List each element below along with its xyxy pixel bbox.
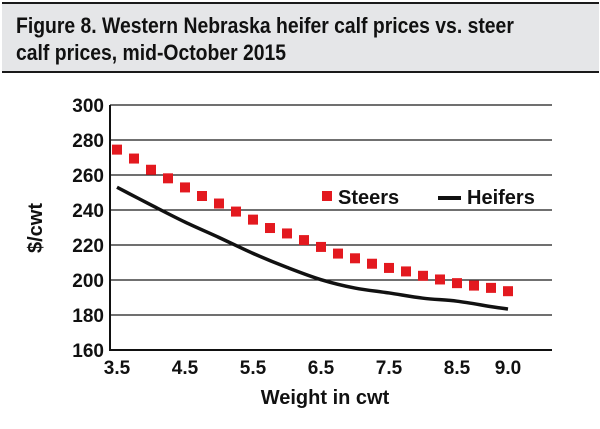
steers-point: [367, 258, 377, 269]
steers-series: [112, 144, 513, 297]
steers-point: [503, 286, 513, 297]
legend-steers-label: Steers: [338, 187, 399, 209]
y-tick-label: 280: [72, 131, 104, 152]
gridlines: [110, 104, 552, 316]
y-tick-label: 200: [72, 271, 104, 292]
x-tick-label: 3.5: [104, 358, 131, 379]
y-axis-title: $/cwt: [25, 203, 47, 253]
x-tick-label: 5.5: [240, 358, 267, 379]
legend: Steers Heifers: [322, 187, 535, 209]
y-tick-label: 300: [72, 96, 104, 117]
steers-point: [214, 198, 224, 209]
x-tick-label: 9.0: [495, 358, 521, 379]
x-tick-label: 7.5: [376, 358, 403, 379]
steers-point: [486, 282, 496, 293]
steers-point: [435, 274, 445, 285]
y-tick-label: 180: [72, 306, 104, 327]
steers-point: [180, 182, 190, 193]
y-tick-label: 240: [72, 201, 104, 222]
steers-point: [452, 278, 462, 289]
axes: [109, 105, 552, 351]
steers-point: [469, 280, 479, 291]
x-tick-label: 4.5: [172, 358, 199, 379]
steers-point: [163, 173, 173, 184]
figure-title: Figure 8. Western Nebraska heifer calf p…: [16, 13, 514, 65]
steers-point: [282, 228, 292, 239]
steers-point: [265, 223, 275, 234]
heifers-line: [116, 185, 509, 311]
steers-point: [146, 164, 156, 175]
y-tick-label: 260: [72, 166, 104, 187]
x-tick-label: 8.5: [444, 358, 471, 379]
x-tick-label: 6.5: [308, 358, 335, 379]
steers-point: [418, 270, 428, 281]
steers-point: [231, 206, 241, 217]
x-axis-title: Weight in cwt: [261, 387, 390, 409]
steers-point: [401, 266, 411, 277]
steers-point: [299, 235, 309, 246]
x-tick-labels: 3.5 4.5 5.5 6.5 7.5 8.5 9.0: [104, 358, 521, 379]
steers-point: [384, 262, 394, 273]
steers-point: [316, 241, 326, 252]
steers-point: [248, 214, 258, 225]
legend-heifers-label: Heifers: [467, 187, 535, 209]
heifers-series: [116, 185, 509, 311]
y-tick-label: 160: [72, 341, 104, 362]
figure-header: Figure 8. Western Nebraska heifer calf p…: [2, 2, 599, 73]
legend-steers-marker: [322, 191, 332, 201]
steers-point: [112, 144, 122, 155]
steers-point: [197, 191, 207, 201]
steers-point: [350, 253, 360, 264]
steers-point: [129, 153, 139, 164]
y-tick-label: 220: [72, 236, 104, 257]
y-tick-labels: 300 280 260 240 220 200 180 160: [72, 96, 104, 362]
steers-point: [333, 248, 343, 259]
